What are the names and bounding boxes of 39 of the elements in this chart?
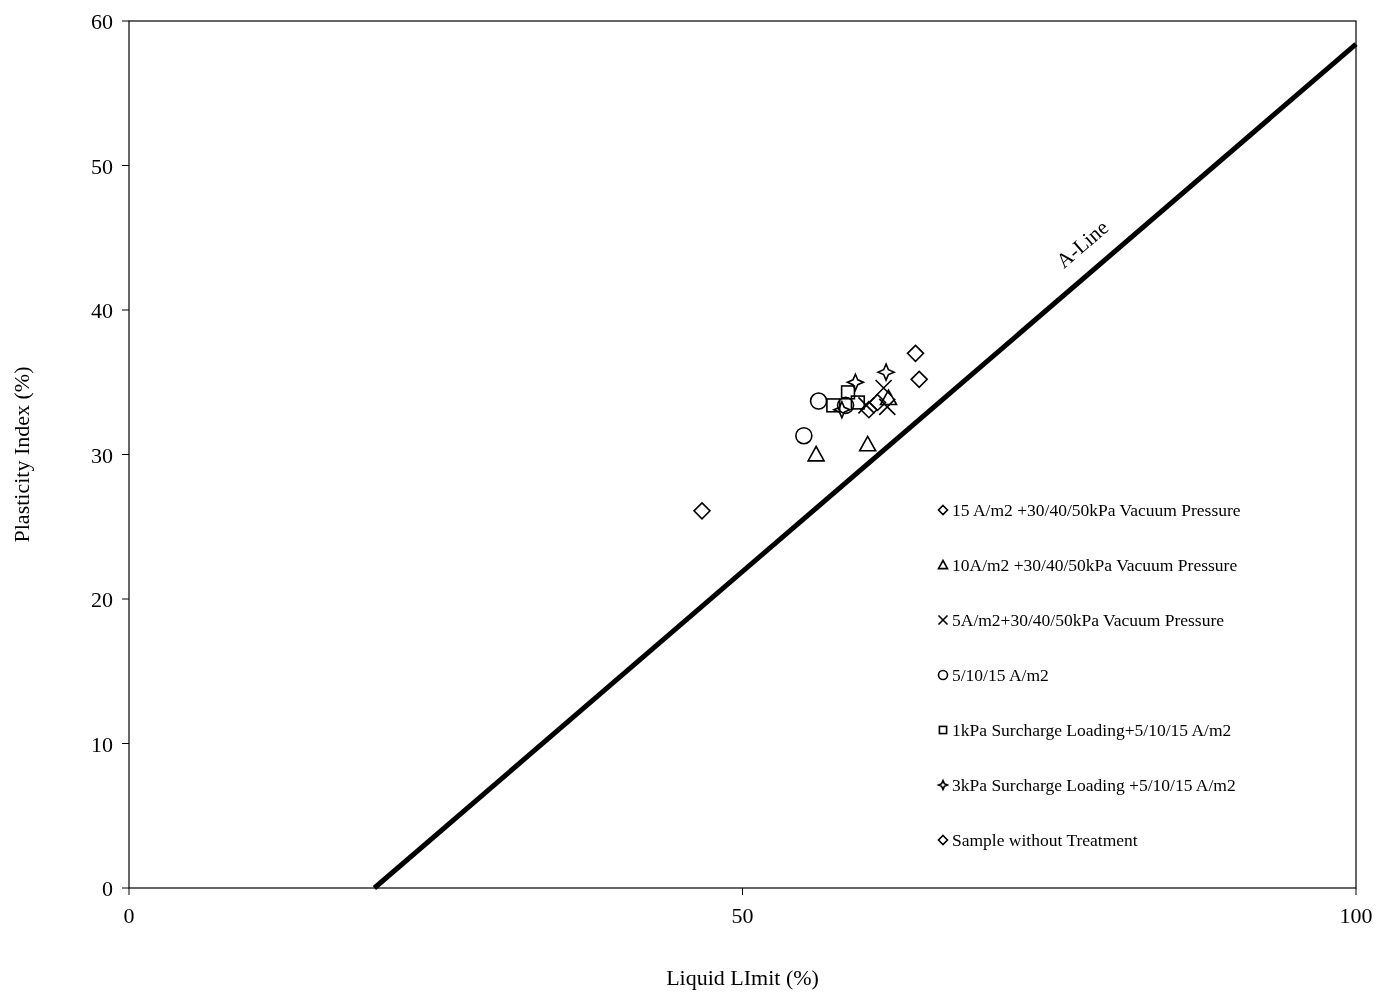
y-tick-label: 20	[91, 587, 113, 612]
point	[868, 393, 887, 412]
y-tick-label: 40	[91, 298, 113, 323]
point	[833, 400, 851, 419]
point	[840, 385, 856, 400]
point	[826, 398, 841, 413]
point	[693, 502, 711, 520]
y-tick-label: 0	[102, 876, 113, 901]
point	[809, 392, 828, 410]
y-tick-label: 30	[91, 442, 113, 468]
point	[807, 445, 825, 462]
x-tick-label: 50	[731, 903, 754, 928]
legend-label: 15 A/m2 +30/40/50kPa Vacuum Pressure	[952, 500, 1241, 520]
legend-label: 5/10/15 A/m2	[952, 665, 1049, 685]
x-axis-title: Liquid LImit (%)	[666, 965, 819, 990]
x-tick-label: 100	[1339, 903, 1373, 928]
legend-label: 10A/m2 +30/40/50kPa Vacuum Pressure	[952, 555, 1238, 575]
point	[858, 435, 877, 452]
point	[878, 398, 897, 416]
legend-label: 5A/m2+30/40/50kPa Vacuum Pressure	[952, 610, 1225, 630]
y-tick-label: 60	[91, 9, 113, 34]
y-axis-title: Plasticity Index (%)	[9, 366, 34, 543]
point	[877, 363, 895, 381]
x-tick-label: 0	[123, 903, 135, 928]
y-tick-label: 50	[91, 153, 113, 179]
point	[836, 396, 855, 415]
point	[846, 373, 865, 392]
point	[857, 396, 876, 415]
legend-label: Sample without Treatment	[952, 830, 1138, 850]
point	[874, 379, 893, 397]
point	[850, 395, 866, 410]
legend-label: 1kPa Surcharge Loading+5/10/15 A/m2	[952, 720, 1232, 740]
legend-label: 3kPa Surcharge Loading +5/10/15 A/m2	[952, 775, 1236, 795]
point	[910, 370, 928, 389]
point	[795, 426, 813, 445]
point	[879, 389, 898, 406]
y-tick-label: 10	[91, 731, 113, 757]
point	[860, 400, 878, 419]
point	[906, 344, 925, 363]
